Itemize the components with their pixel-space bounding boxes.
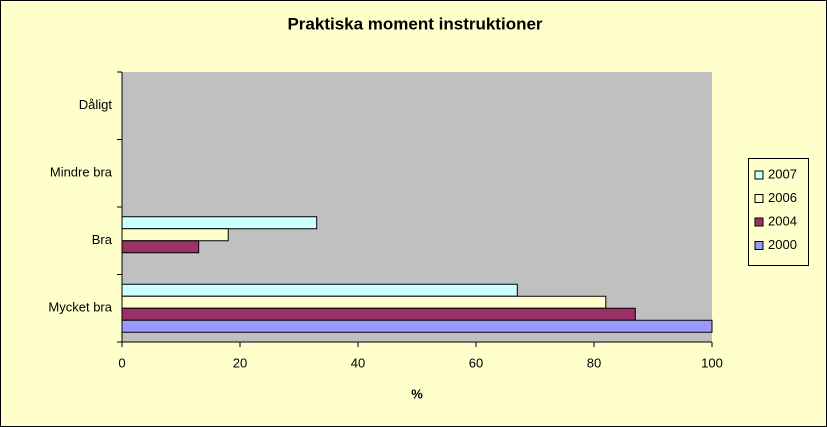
y-tick-label: Mindre bra xyxy=(50,165,113,180)
y-tick-label: Dåligt xyxy=(79,97,113,112)
bar xyxy=(121,307,636,321)
x-tick-label: 80 xyxy=(587,355,601,370)
x-tick-label: 40 xyxy=(351,355,365,370)
x-tick-label: 60 xyxy=(469,355,483,370)
legend-swatch xyxy=(754,217,764,227)
x-axis-title: % xyxy=(411,386,423,401)
legend-label: 2006 xyxy=(768,190,797,205)
bar xyxy=(121,240,200,254)
y-tick-label: Bra xyxy=(92,232,113,247)
y-tick-label: Mycket bra xyxy=(48,300,112,315)
chart-title: Praktiska moment instruktioner xyxy=(287,14,542,33)
legend-label: 2000 xyxy=(768,237,797,252)
bar xyxy=(121,228,229,242)
bar xyxy=(121,319,713,333)
bar xyxy=(121,283,518,297)
legend-swatch xyxy=(754,194,764,203)
bar xyxy=(121,295,607,309)
x-tick-label: 20 xyxy=(233,355,247,370)
x-tick-label: 0 xyxy=(118,355,125,370)
x-tick-label: 100 xyxy=(701,355,723,370)
legend-label: 2007 xyxy=(768,166,797,181)
bar xyxy=(121,216,318,230)
legend-swatch xyxy=(754,241,764,250)
legend-label: 2004 xyxy=(768,213,797,228)
legend-swatch xyxy=(754,170,764,180)
